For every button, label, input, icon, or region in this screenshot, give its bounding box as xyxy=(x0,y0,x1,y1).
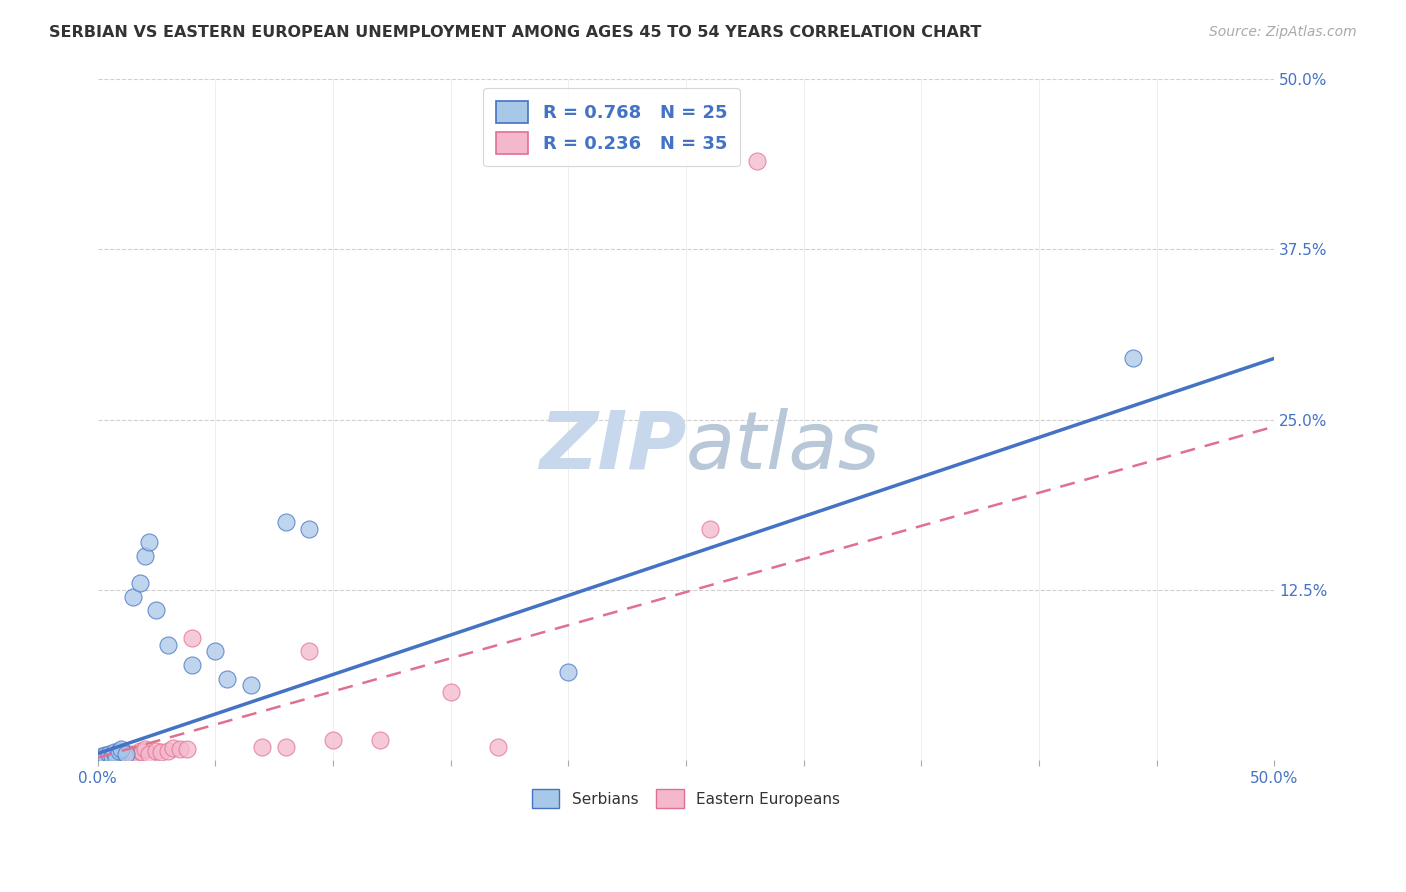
Point xyxy=(145,603,167,617)
Point xyxy=(440,685,463,699)
Point xyxy=(138,747,160,761)
Point xyxy=(122,749,145,764)
Point xyxy=(120,747,142,761)
Point xyxy=(176,742,198,756)
Point xyxy=(239,678,262,692)
Point xyxy=(93,750,115,764)
Point xyxy=(103,749,125,764)
Point xyxy=(274,739,297,754)
Point xyxy=(108,747,131,762)
Point xyxy=(124,747,146,761)
Point xyxy=(204,644,226,658)
Point xyxy=(150,745,173,759)
Point xyxy=(145,744,167,758)
Point xyxy=(157,744,180,758)
Point xyxy=(1122,351,1144,366)
Point xyxy=(157,638,180,652)
Point xyxy=(274,515,297,529)
Point xyxy=(108,744,131,758)
Point xyxy=(122,590,145,604)
Point xyxy=(115,747,138,761)
Point xyxy=(110,742,132,756)
Point xyxy=(217,672,239,686)
Point xyxy=(162,741,184,756)
Point xyxy=(93,752,115,766)
Point xyxy=(89,752,111,766)
Point xyxy=(98,749,121,764)
Point xyxy=(252,739,274,754)
Point xyxy=(131,745,153,759)
Point xyxy=(89,752,111,766)
Point xyxy=(486,739,509,754)
Point xyxy=(129,576,152,591)
Point xyxy=(322,733,344,747)
Point xyxy=(134,742,156,756)
Text: ZIP: ZIP xyxy=(538,408,686,486)
Point xyxy=(100,752,122,766)
Text: atlas: atlas xyxy=(686,408,880,486)
Point xyxy=(96,750,118,764)
Point xyxy=(100,749,122,764)
Point xyxy=(93,747,115,762)
Point xyxy=(368,733,391,747)
Point xyxy=(105,750,128,764)
Point xyxy=(91,752,114,766)
Point xyxy=(117,749,139,764)
Point xyxy=(105,750,128,764)
Text: SERBIAN VS EASTERN EUROPEAN UNEMPLOYMENT AMONG AGES 45 TO 54 YEARS CORRELATION C: SERBIAN VS EASTERN EUROPEAN UNEMPLOYMENT… xyxy=(49,25,981,40)
Text: Source: ZipAtlas.com: Source: ZipAtlas.com xyxy=(1209,25,1357,39)
Point xyxy=(557,665,579,679)
Point xyxy=(180,658,202,673)
Point xyxy=(110,749,132,764)
Point xyxy=(98,747,121,761)
Point xyxy=(180,631,202,645)
Point xyxy=(169,742,191,756)
Point xyxy=(91,749,114,764)
Legend: Serbians, Eastern Europeans: Serbians, Eastern Europeans xyxy=(526,783,846,814)
Point xyxy=(129,744,152,758)
Point xyxy=(115,747,138,762)
Point xyxy=(134,549,156,563)
Point xyxy=(745,153,768,168)
Point xyxy=(103,745,125,759)
Point xyxy=(298,522,321,536)
Point xyxy=(138,535,160,549)
Point xyxy=(699,522,721,536)
Point xyxy=(298,644,321,658)
